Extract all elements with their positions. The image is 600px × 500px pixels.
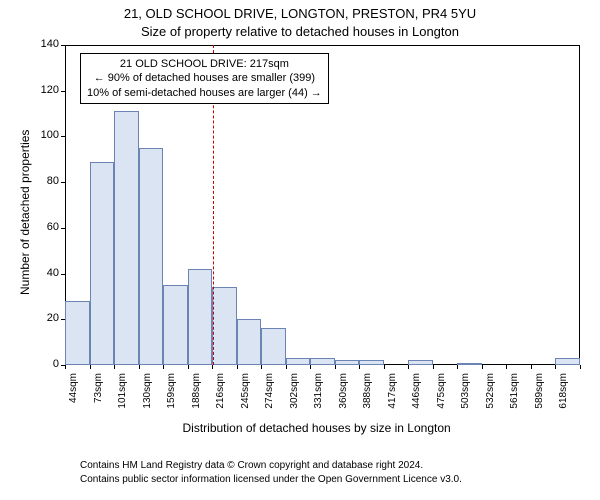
annotation-line-1: 21 OLD SCHOOL DRIVE: 217sqm (87, 57, 322, 71)
histogram-bar (555, 358, 580, 365)
x-tick-label: 216sqm (215, 373, 226, 421)
x-tick-mark (457, 365, 458, 369)
x-axis-label: Distribution of detached houses by size … (183, 421, 451, 435)
y-tick-mark (61, 182, 65, 183)
histogram-bar (163, 285, 188, 365)
x-tick-label: 188sqm (191, 373, 202, 421)
x-tick-mark (90, 365, 91, 369)
x-tick-mark (310, 365, 311, 369)
y-tick-label: 60 (33, 221, 59, 233)
histogram-bar (335, 360, 360, 365)
histogram-bar (261, 328, 286, 365)
x-tick-mark (580, 365, 581, 369)
x-tick-mark (482, 365, 483, 369)
y-tick-label: 80 (33, 175, 59, 187)
x-tick-label: 618sqm (558, 373, 569, 421)
x-tick-mark (114, 365, 115, 369)
x-tick-label: 101sqm (117, 373, 128, 421)
histogram-bar (90, 162, 115, 365)
x-tick-mark (555, 365, 556, 369)
histogram-bar (65, 301, 90, 365)
y-tick-mark (61, 274, 65, 275)
histogram-bar (310, 358, 335, 365)
y-tick-label: 120 (33, 84, 59, 96)
histogram-bar (139, 148, 164, 365)
y-tick-label: 20 (33, 312, 59, 324)
histogram-bar (212, 287, 237, 365)
y-tick-label: 40 (33, 267, 59, 279)
y-tick-mark (61, 91, 65, 92)
y-tick-mark (61, 228, 65, 229)
y-tick-mark (61, 45, 65, 46)
x-tick-label: 388sqm (362, 373, 373, 421)
x-tick-mark (65, 365, 66, 369)
x-tick-label: 331sqm (313, 373, 324, 421)
x-tick-label: 159sqm (166, 373, 177, 421)
x-tick-label: 532sqm (485, 373, 496, 421)
y-axis-label: Number of detached properties (18, 130, 32, 295)
histogram-bar (286, 358, 311, 365)
x-tick-mark (212, 365, 213, 369)
title-subtitle: Size of property relative to detached ho… (0, 24, 600, 39)
title-address: 21, OLD SCHOOL DRIVE, LONGTON, PRESTON, … (0, 6, 600, 21)
y-tick-mark (61, 319, 65, 320)
x-tick-label: 417sqm (387, 373, 398, 421)
histogram-bar (457, 363, 482, 365)
y-tick-label: 100 (33, 129, 59, 141)
histogram-bar (114, 111, 139, 365)
x-tick-mark (163, 365, 164, 369)
x-tick-label: 44sqm (68, 373, 79, 421)
footer-copyright-1: Contains HM Land Registry data © Crown c… (80, 460, 423, 471)
x-tick-label: 589sqm (534, 373, 545, 421)
annotation-box: 21 OLD SCHOOL DRIVE: 217sqm ← 90% of det… (80, 53, 329, 104)
x-tick-mark (531, 365, 532, 369)
y-tick-label: 140 (33, 38, 59, 50)
x-tick-mark (286, 365, 287, 369)
x-tick-label: 503sqm (460, 373, 471, 421)
x-tick-mark (237, 365, 238, 369)
x-tick-label: 130sqm (142, 373, 153, 421)
x-tick-mark (384, 365, 385, 369)
x-tick-label: 274sqm (264, 373, 275, 421)
x-tick-mark (139, 365, 140, 369)
x-tick-label: 475sqm (436, 373, 447, 421)
histogram-bar (359, 360, 384, 365)
x-tick-label: 561sqm (509, 373, 520, 421)
x-tick-label: 360sqm (338, 373, 349, 421)
x-tick-label: 73sqm (93, 373, 104, 421)
annotation-line-3: 10% of semi-detached houses are larger (… (87, 86, 322, 100)
x-tick-mark (335, 365, 336, 369)
x-tick-mark (359, 365, 360, 369)
x-tick-mark (188, 365, 189, 369)
x-tick-mark (408, 365, 409, 369)
x-tick-label: 302sqm (289, 373, 300, 421)
figure: { "title_a": "21, OLD SCHOOL DRIVE, LONG… (0, 0, 600, 500)
x-tick-label: 446sqm (411, 373, 422, 421)
x-tick-mark (433, 365, 434, 369)
y-tick-mark (61, 136, 65, 137)
footer-copyright-2: Contains public sector information licen… (80, 474, 462, 485)
histogram-bar (188, 269, 213, 365)
histogram-bar (408, 360, 433, 365)
histogram-bar (237, 319, 262, 365)
x-tick-mark (506, 365, 507, 369)
x-tick-label: 245sqm (240, 373, 251, 421)
annotation-line-2: ← 90% of detached houses are smaller (39… (87, 71, 322, 85)
y-tick-label: 0 (33, 358, 59, 370)
x-tick-mark (261, 365, 262, 369)
